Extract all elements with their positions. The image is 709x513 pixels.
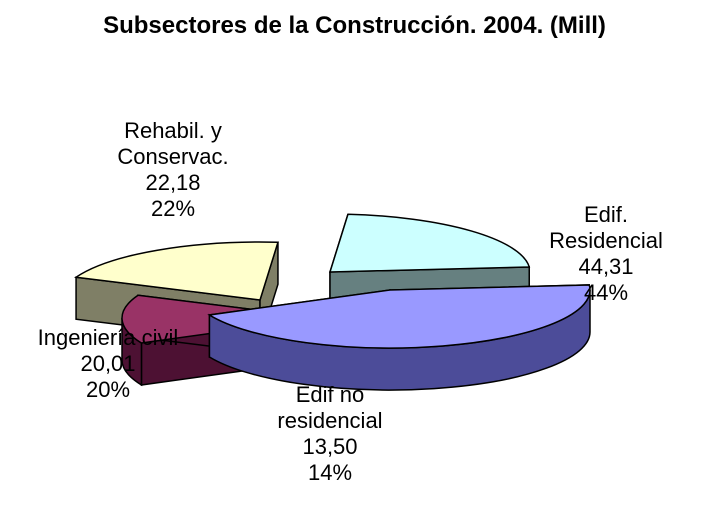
pie-slice	[207, 284, 591, 391]
slice-label: Edif. Residencial 44,31 44%	[549, 202, 663, 305]
slice-label: Rehabil. y Conservac. 22,18 22%	[117, 118, 228, 221]
slice-label: Ingeniería civil 20,01 20%	[38, 325, 179, 402]
pie-slice-top	[207, 284, 591, 349]
chart-title: Subsectores de la Construcción. 2004. (M…	[103, 12, 606, 39]
pie-slice-top	[328, 213, 531, 273]
slice-label: Edif no residencial 13,50 14%	[277, 382, 382, 485]
pie-slice-top	[73, 241, 279, 301]
